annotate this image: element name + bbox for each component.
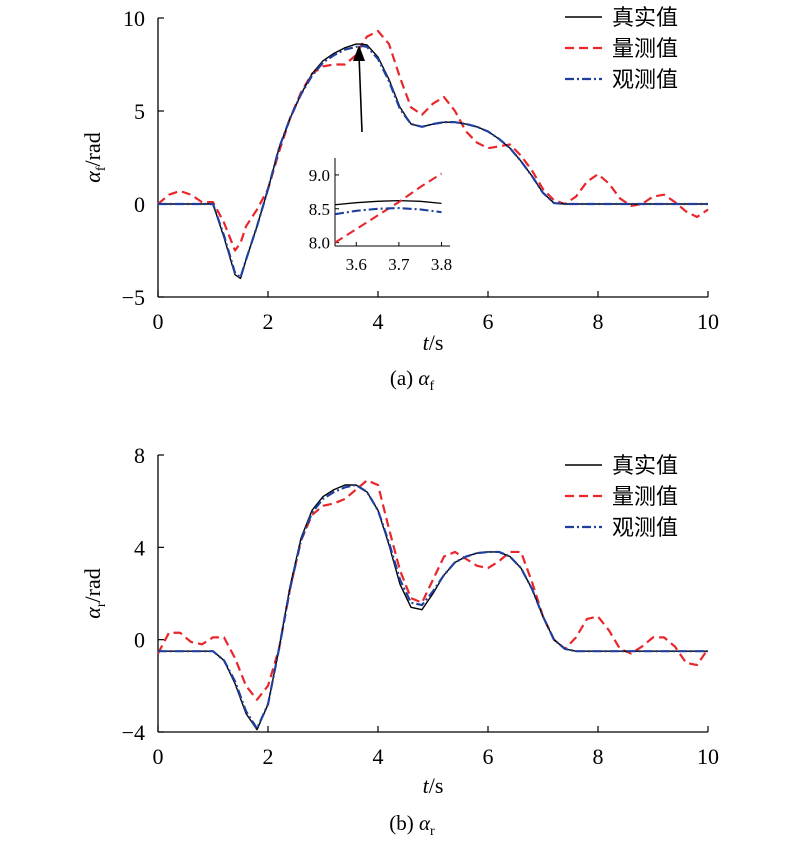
inset-series-line-观测值 xyxy=(334,207,442,216)
y-tick-label: 10 xyxy=(123,6,145,31)
y-axis-label: αr/rad xyxy=(80,568,109,618)
x-tick-label: 4 xyxy=(373,309,384,334)
annotation-arrow-head xyxy=(353,45,365,61)
series-line-量测值 xyxy=(157,479,709,701)
y-tick-label: 4 xyxy=(134,535,145,560)
panel-caption: (b) αr xyxy=(389,811,435,839)
x-tick-label: 8 xyxy=(593,309,604,334)
y-axis-label: αf/rad xyxy=(80,132,109,182)
inset-background xyxy=(320,150,450,247)
x-tick-label: 6 xyxy=(483,309,494,334)
inset-series-line-真实值 xyxy=(334,199,442,206)
inset-chart: 3.6 3.7 3.8 8.0 8.5 9.0 xyxy=(309,150,452,274)
x-axis-label: t/s xyxy=(423,330,444,355)
x-axis-label: t/s xyxy=(423,773,444,798)
inset-y-tick-label: 8.5 xyxy=(309,200,330,219)
inset-y-tick-label: 9.0 xyxy=(309,166,330,185)
x-tick-label: 10 xyxy=(697,309,719,334)
inset-x-tick-label: 3.8 xyxy=(431,255,452,274)
legend-label: 观测值 xyxy=(612,68,678,93)
inset-x-tick-label: 3.7 xyxy=(388,255,410,274)
y-tick-label: 0 xyxy=(134,192,145,217)
inset-x-tick-label: 3.6 xyxy=(346,255,367,274)
x-tick-label: 8 xyxy=(593,744,604,769)
legend-label: 真实值 xyxy=(612,454,678,479)
series-line-观测值 xyxy=(158,44,708,279)
inset-y-tick-label: 8.0 xyxy=(309,234,330,253)
y-tick-label: −4 xyxy=(122,720,145,745)
legend-label: 量测值 xyxy=(612,37,678,62)
legend-label: 观测值 xyxy=(612,516,678,541)
y-tick-label: 5 xyxy=(134,99,145,124)
y-tick-label: 8 xyxy=(134,443,145,468)
annotation-arrow-shaft xyxy=(358,54,363,133)
x-tick-label: 2 xyxy=(263,309,274,334)
legend-label: 量测值 xyxy=(612,485,678,510)
series-line-观测值 xyxy=(158,483,708,730)
x-tick-label: 2 xyxy=(263,744,274,769)
legend-label: 真实值 xyxy=(612,6,678,31)
y-tick-label: −5 xyxy=(122,285,145,310)
series-line-量测值 xyxy=(157,29,709,252)
x-tick-label: 0 xyxy=(153,309,164,334)
y-tick-label: 0 xyxy=(134,628,145,653)
panel-caption: (a) αf xyxy=(390,366,435,394)
x-tick-label: 0 xyxy=(153,744,164,769)
x-tick-label: 10 xyxy=(697,744,719,769)
x-tick-label: 4 xyxy=(373,744,384,769)
x-tick-label: 6 xyxy=(483,744,494,769)
